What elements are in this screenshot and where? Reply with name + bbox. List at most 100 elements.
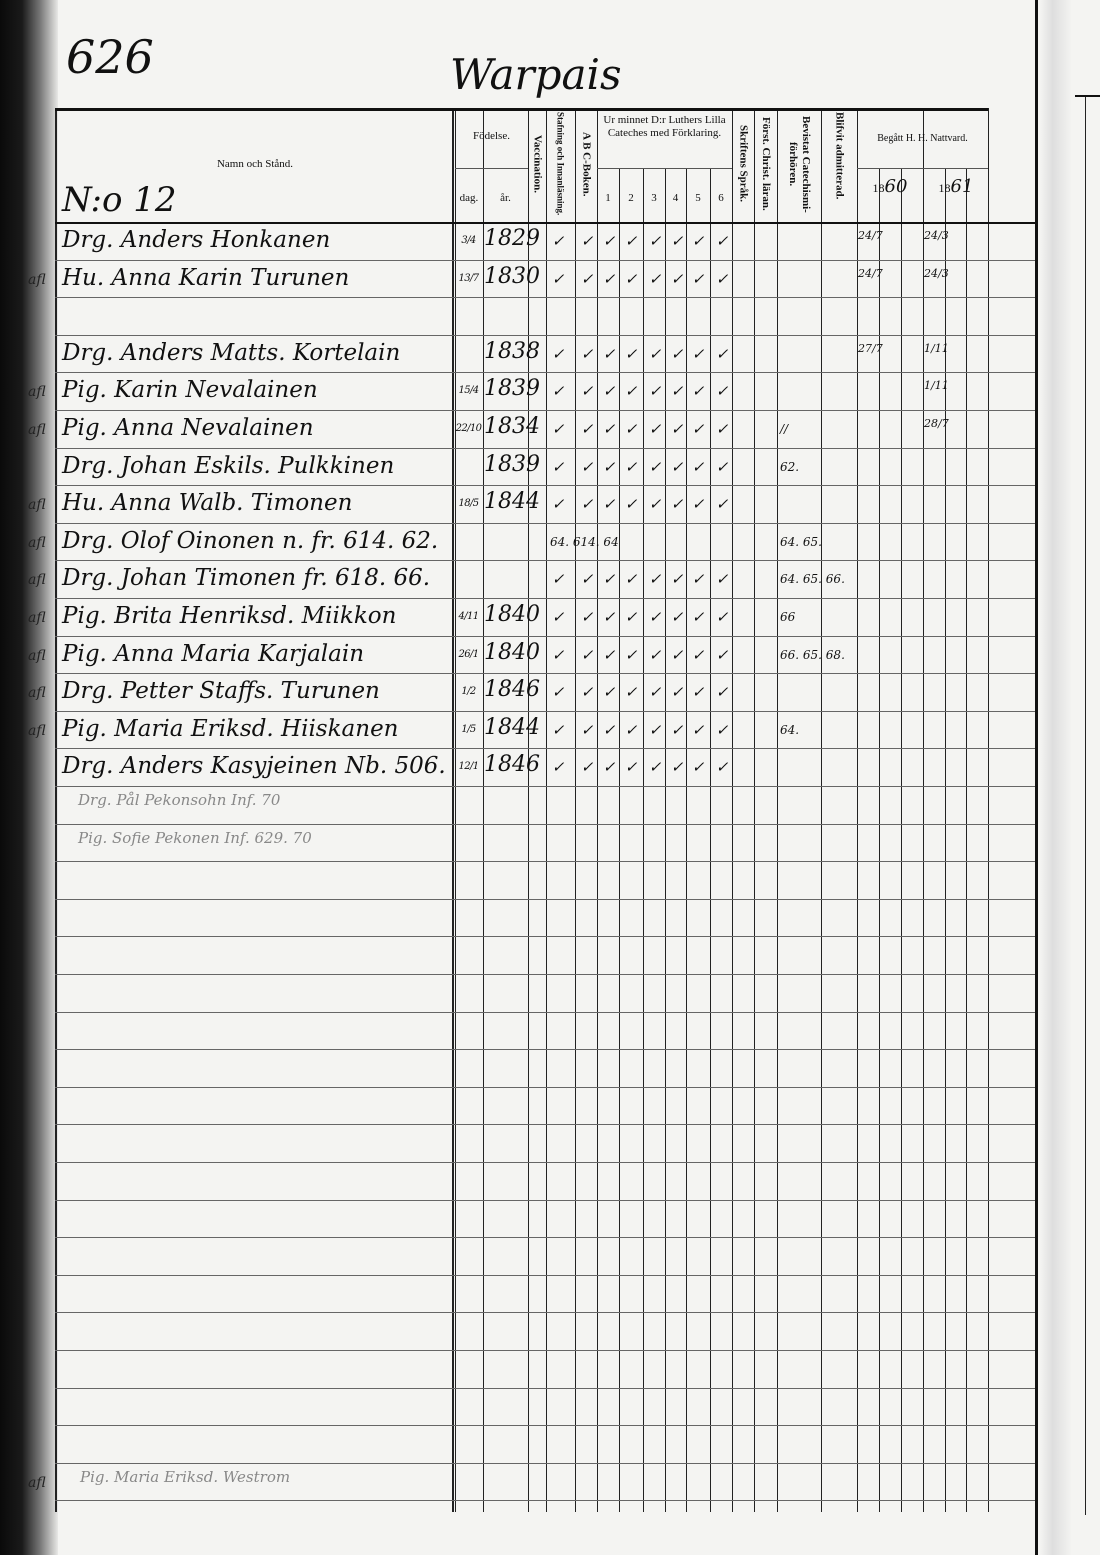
column-rule	[643, 168, 644, 1512]
row-rule	[55, 1124, 1035, 1126]
birth-year: 1829	[484, 226, 540, 251]
row-rule	[55, 560, 1035, 562]
communion-1860-date: 27/7	[858, 341, 883, 355]
row-rule	[55, 447, 1035, 449]
check-mark: ✓	[624, 382, 638, 401]
check-mark: ✓	[551, 608, 565, 626]
margin-note: afl	[28, 1474, 46, 1491]
check-mark: ✓	[670, 495, 684, 514]
check-mark: ✓	[648, 232, 662, 250]
check-mark: ✓	[580, 608, 594, 626]
check-mark: ✓	[624, 232, 638, 250]
birth-day: 1/2	[461, 686, 476, 698]
row-rule	[55, 673, 1035, 675]
check-mark: ✓	[602, 232, 616, 250]
column-rule	[665, 168, 666, 1512]
subheader-rule	[455, 168, 528, 169]
header-examinations: Bevistat Catechismi-förhören.	[787, 115, 812, 213]
check-mark: ✓	[691, 457, 705, 476]
person-name: Pig. Maria Eriksd. Westrom	[80, 1467, 291, 1486]
header-catechism: Ur minnet D:r Luthers Lilla Cateches med…	[603, 114, 726, 139]
check-mark: ✓	[602, 720, 616, 739]
birth-year: 1838	[484, 338, 540, 364]
row-rule	[55, 1049, 1035, 1051]
row-rule	[55, 1237, 1035, 1239]
column-rule	[821, 108, 822, 1512]
check-mark: ✓	[691, 344, 705, 363]
person-name: Hu. Anna Walb. Timonen	[62, 490, 353, 517]
check-mark: ✓	[648, 269, 662, 288]
column-rule	[777, 108, 778, 1512]
header-communion: Begått H. H. Nattvard.	[877, 133, 968, 144]
margin-note: afl	[28, 497, 46, 514]
check-mark: ✓	[648, 570, 662, 589]
row-rule	[55, 598, 1035, 599]
check-mark: ✓	[580, 382, 594, 401]
column-rule	[879, 168, 880, 1512]
column-rule	[732, 108, 733, 1512]
column-rule	[686, 168, 687, 1512]
column-rule	[528, 108, 529, 1512]
row-rule	[55, 786, 1035, 787]
person-name: Drg. Anders Matts. Kortelain	[62, 339, 401, 366]
check-mark: ✓	[670, 382, 684, 401]
row-rule	[55, 861, 1035, 863]
next-page-top	[1075, 95, 1100, 97]
row-rule	[55, 1162, 1035, 1163]
column-rule	[754, 108, 755, 1512]
check-mark: ✓	[670, 457, 684, 476]
check-mark: ✓	[551, 457, 565, 476]
check-mark: ✓	[670, 683, 684, 702]
check-mark: ✓	[715, 420, 729, 438]
birth-year: 1840	[484, 639, 540, 665]
column-rule	[966, 168, 967, 1512]
check-mark: ✓	[670, 232, 684, 250]
check-mark: ✓	[715, 683, 729, 702]
check-mark: ✓	[715, 382, 729, 401]
check-mark: ✓	[624, 420, 638, 438]
check-mark: ✓	[715, 645, 729, 664]
check-mark: ✓	[580, 232, 594, 250]
person-name: Drg. Johan Eskils. Pulkkinen	[62, 452, 395, 479]
communion-1861-date: 1/11	[924, 341, 949, 355]
header-catechism-col: 6	[718, 192, 724, 204]
row-rule	[55, 1387, 1035, 1389]
header-scripture: Skriftens Språk.	[737, 125, 750, 203]
margin-note: afl	[28, 685, 46, 702]
birth-day: 22/10	[455, 423, 482, 434]
person-name: Drg. Olof Oinonen n. fr. 614. 62.	[62, 527, 439, 554]
check-mark: ✓	[602, 570, 616, 589]
check-mark: ✓	[602, 344, 616, 363]
examination-years: 66	[780, 610, 796, 624]
person-name: Drg. Anders Honkanen	[62, 227, 331, 253]
check-mark: ✓	[624, 645, 638, 664]
book-binding-edge	[0, 0, 58, 1555]
communion-1861-date: 28/7	[924, 417, 949, 430]
person-name: Pig. Brita Henriksd. Miikkon	[62, 603, 397, 629]
check-mark: ✓	[691, 608, 705, 626]
column-rule	[710, 168, 711, 1512]
check-mark: ✓	[715, 758, 729, 777]
header-christ: Först. Christ. läran.	[760, 117, 772, 211]
header-name: Namn och Stånd.	[216, 158, 294, 170]
check-mark: ✓	[715, 570, 729, 589]
communion-1861-date: 24/3	[924, 229, 949, 242]
parish-title: Warpais	[450, 50, 622, 99]
check-mark: ✓	[602, 495, 616, 514]
check-mark: ✓	[670, 758, 684, 777]
check-mark: ✓	[602, 683, 616, 702]
margin-note: afl	[28, 610, 46, 626]
check-mark: ✓	[551, 720, 565, 739]
communion-1861-date: 24/3	[924, 266, 949, 280]
year-prefix: 18	[872, 181, 885, 195]
check-mark: ✓	[691, 683, 705, 702]
check-mark: ✓	[715, 608, 729, 626]
column-rule	[923, 108, 924, 1512]
person-name: Drg. Johan Timonen fr. 618. 66.	[62, 565, 431, 592]
header-birth: Födelse.	[473, 130, 510, 142]
check-mark: ✓	[648, 495, 662, 514]
check-mark: ✓	[691, 382, 705, 401]
row-rule	[55, 974, 1035, 975]
row-rule	[55, 1312, 1035, 1314]
margin-note: afl	[28, 534, 46, 551]
